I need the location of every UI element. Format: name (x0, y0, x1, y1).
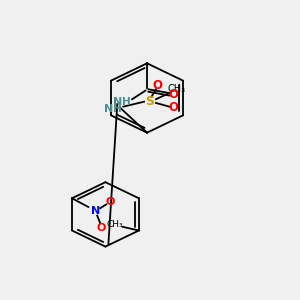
Text: N: N (104, 104, 113, 114)
Text: O: O (169, 101, 179, 114)
Text: ⁻: ⁻ (108, 224, 113, 234)
Text: H: H (113, 104, 122, 114)
Text: O: O (169, 88, 179, 101)
Text: H: H (122, 97, 130, 107)
Text: CH₃: CH₃ (168, 84, 186, 94)
Text: O: O (97, 223, 106, 233)
Text: N: N (91, 206, 101, 216)
Text: O: O (152, 79, 162, 92)
Text: N: N (113, 97, 122, 107)
Text: S: S (146, 95, 154, 108)
Text: CH₃: CH₃ (107, 220, 123, 229)
Text: O: O (106, 197, 115, 207)
